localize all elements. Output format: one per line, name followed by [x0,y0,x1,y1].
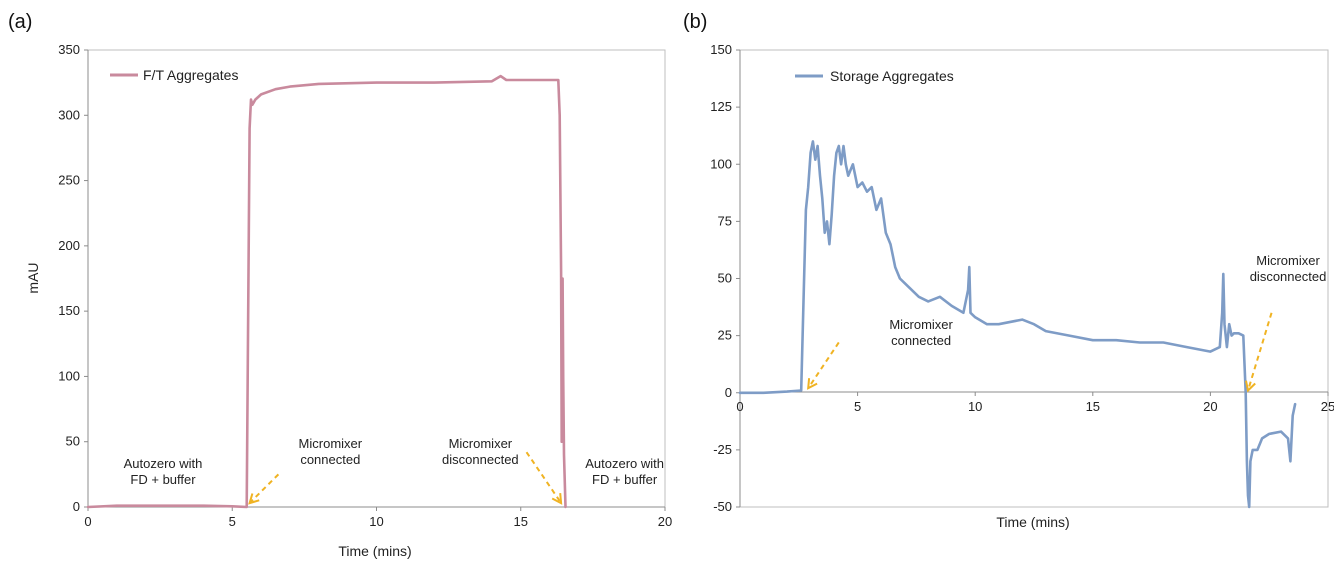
panel-a-x-axis-label: Time (mins) [338,543,411,559]
panel-a-annotation: Micromixer disconnected [442,436,519,467]
panel-a-legend: F/T Aggregates [110,67,238,83]
panel-b-x-tick-label: 20 [1203,399,1217,414]
panel-b-y-tick-label: 125 [710,99,732,114]
panel-b-label: (b) [683,11,707,33]
panel-a-annotation-arrowhead [248,493,260,505]
panel-b-y-tick-label: 50 [718,271,732,286]
panel-b-annotation-arrowhead [807,378,818,390]
panel-b-legend-label: Storage Aggregates [830,68,954,84]
panel-b-annotation-arrowhead [1245,380,1256,393]
panel-a-x-tick-label: 5 [229,514,236,529]
panel-a-x-tick-label: 20 [658,514,672,529]
panel-b-y-tick-label: 75 [718,213,732,228]
panel-a-label: (a) [8,11,32,33]
panel-b-y-tick-label: 100 [710,156,732,171]
panel-a-y-axis-label: mAU [25,262,41,293]
panel-a-annotation-arrow [248,473,280,504]
panel-a-legend-label: F/T Aggregates [143,67,238,83]
panel-a-y-tick-label: 200 [58,238,80,253]
panel-a-y-tick-label: 100 [58,368,80,383]
panel-a-plot-area [87,49,666,508]
panel-b-y-tick-label: -50 [713,499,732,514]
panel-b-y-tick-label: 150 [710,42,732,57]
panel-a-annotation-arrow [525,451,562,504]
panel-a-x-tick-label: 15 [514,514,528,529]
panel-a-annotation-arrowhead [551,493,563,505]
panel-a-annotation: Autozero with FD + buffer [585,456,664,487]
panel-a-y-tick-label: 350 [58,42,80,57]
panel-b-x-tick-label: 15 [1086,399,1100,414]
panel-b-y-tick-label: 25 [718,328,732,343]
panel-a: (a) 0 50 100 150 200 250 300 350 0 5 10 15 20 Time … [8,11,672,559]
panel-b-annotation-arrow [1247,312,1273,391]
panel-b-x-axis-label: Time (mins) [996,514,1069,530]
panel-a-x-tick-label: 10 [369,514,383,529]
panel-b-x-tick-label: 25 [1321,399,1334,414]
panel-a-y-tick-label: 150 [58,303,80,318]
panel-b-x-tick-label: 5 [854,399,861,414]
panel-b-x-tick-label: 10 [968,399,982,414]
panel-a-y-tick-label: 300 [58,107,80,122]
panel-a-y-tick-label: 0 [73,499,80,514]
panel-b-legend: Storage Aggregates [795,68,954,84]
panel-b: (b) -50 -25 0 25 50 75 100 125 150 0 5 10 15 20 25 Ti… [683,11,1334,530]
panel-b-x-tick-label: 0 [736,399,743,414]
panel-a-y-tick-label: 50 [66,434,80,449]
panel-b-annotation: Micromixer disconnected [1250,253,1327,284]
panel-b-annotation: Micromixer connected [889,317,953,348]
panel-b-y-tick-label: -25 [713,442,732,457]
panel-b-annotation-arrow [807,341,840,389]
panel-a-y-tick-label: 250 [58,173,80,188]
panel-a-annotation: Micromixer connected [299,436,363,467]
panel-b-plot-area [739,49,1329,508]
panel-b-series-line [738,140,1297,509]
panel-a-series-line [86,74,567,509]
panel-a-annotation: Autozero with FD + buffer [124,456,203,487]
panel-b-y-tick-label: 0 [725,385,732,400]
panel-a-x-tick-label: 0 [84,514,91,529]
